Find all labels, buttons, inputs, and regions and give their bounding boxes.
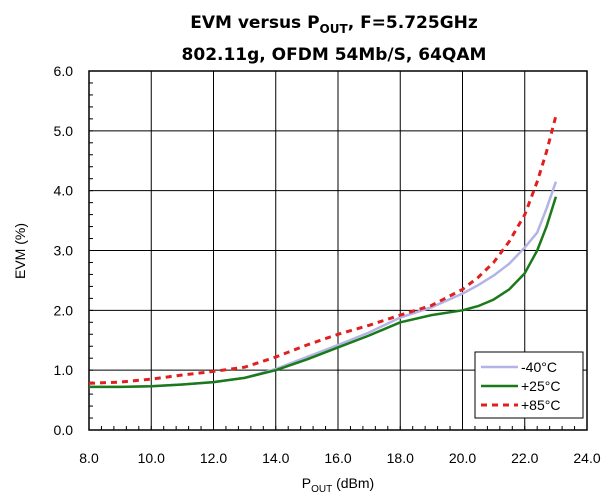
title-subscript: OUT [320,22,349,36]
series-line [88,115,558,385]
x-tick-label: 18.0 [387,450,414,466]
x-tick-label: 22.0 [511,450,538,466]
x-label-subscript: OUT [311,484,332,495]
minor-ticks [88,70,588,431]
series-line [89,196,558,389]
y-tick-label: 2.0 [54,302,74,318]
legend-entries: -40°C +25°C +85°C [481,359,560,413]
x-tick-label: 8.0 [79,450,99,466]
x-tick-labels: 8.0 10.0 12.0 14.0 16.0 18.0 20.0 22.0 24.0 [79,450,601,466]
y-tick-label: 3.0 [54,243,74,259]
legend: -40°C +25°C +85°C [474,351,584,419]
title-prefix: EVM versus P [190,13,319,33]
y-tick-labels: 0.0 1.0 2.0 3.0 4.0 5.0 6.0 [54,63,74,438]
y-axis-label: EVM (%) [12,223,28,279]
legend-label: +25°C [521,378,560,394]
x-tick-label: 20.0 [449,450,476,466]
x-tick-label: 24.0 [573,450,600,466]
x-tick-label: 16.0 [324,450,351,466]
y-tick-label: 1.0 [54,362,74,378]
x-tick-label: 12.0 [200,450,227,466]
legend-label: +85°C [521,397,560,413]
y-tick-label: 4.0 [54,183,74,199]
series-layer [88,115,558,389]
x-axis-label: POUT (dBm) [302,475,374,495]
chart-title-line2: 802.11g, OFDM 54Mb/S, 64QAM [182,45,487,65]
x-tick-label: 10.0 [138,450,165,466]
legend-label: -40°C [521,359,557,375]
x-tick-label: 14.0 [262,450,289,466]
x-label-unit: (dBm) [332,475,374,491]
y-tick-label: 6.0 [54,63,74,79]
y-tick-label: 0.0 [54,422,74,438]
y-tick-label: 5.0 [54,123,74,139]
chart-title-line1: EVM versus POUT, F=5.725GHz [190,13,478,36]
x-label-main: P [302,475,311,491]
title-suffix: , F=5.725GHz [348,13,478,33]
